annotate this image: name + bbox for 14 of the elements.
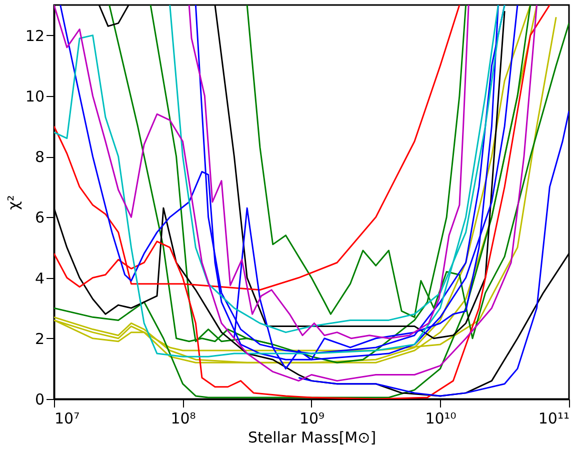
x-tick-label: 10⁷ (54, 410, 80, 428)
x-tick-label: 10¹⁰ (425, 410, 456, 428)
y-tick-label: 0 (34, 390, 44, 408)
y-tick-label: 2 (34, 330, 44, 348)
y-tick-label: 12 (25, 26, 44, 45)
y-tick-label: 6 (34, 208, 44, 227)
y-tick-label: 8 (34, 148, 44, 166)
y-axis-title: χ² (4, 195, 22, 210)
x-tick-label: 10¹¹ (538, 410, 570, 428)
x-tick-label: 10⁹ (299, 410, 325, 428)
y-tick-label: 10 (25, 87, 44, 106)
x-tick-label: 10⁸ (170, 410, 196, 428)
y-tick-label: 4 (34, 269, 44, 288)
x-axis-title: Stellar Mass[M⊙] (248, 428, 376, 446)
